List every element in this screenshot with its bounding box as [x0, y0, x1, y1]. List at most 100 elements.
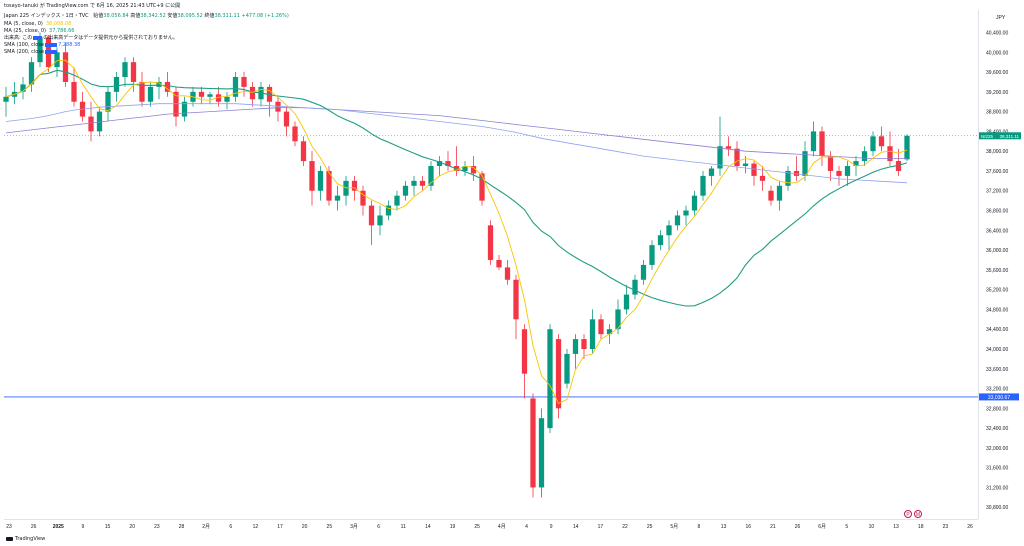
date-tick-label: 5 — [845, 524, 848, 530]
sma100-line — [5, 103, 908, 184]
indicator-sma100[interactable]: SMA (100, close 7,288.38 — [4, 42, 80, 49]
candle-body — [521, 329, 528, 374]
indicator-volume[interactable]: 出来高: この の出来高データはデータ提供元から提供されておりません。 — [4, 35, 178, 42]
price-tick-label: 35,600.00 — [986, 268, 1008, 274]
date-tick-label: 26 — [31, 524, 37, 530]
currency-label[interactable]: JPY — [996, 15, 1006, 21]
indicator-ma25[interactable]: MA (25, close, 0) 37,786.66 — [4, 28, 74, 35]
date-tick-label: 28 — [179, 524, 185, 530]
badge-m[interactable]: M — [914, 510, 922, 518]
candle-body — [572, 339, 579, 354]
candle-body — [504, 267, 511, 280]
candle-body — [530, 398, 536, 488]
candle-body — [173, 91, 179, 117]
indicator-ma5[interactable]: MA (5, close, 0) 38,008.08 — [4, 21, 71, 28]
current-symbol-label: NI225 — [981, 134, 994, 139]
price-tick-label: 31,600.00 — [986, 466, 1008, 472]
date-tick-label: 17 — [277, 524, 283, 530]
date-tick-label: 13 — [893, 524, 899, 530]
candle-body — [385, 205, 392, 216]
candle-body — [819, 131, 825, 157]
date-tick-label: 5月 — [670, 524, 678, 530]
low-value: 38,095.52 — [177, 13, 203, 19]
candle-body — [351, 180, 358, 191]
high-value: 38,342.52 — [140, 13, 166, 19]
volume-highlight — [33, 35, 43, 40]
date-tick-label: 2月 — [202, 524, 210, 530]
price-tick-label: 33,600.00 — [986, 367, 1008, 373]
footer-brand: TradingView — [15, 536, 46, 542]
indicator-value: 37,786.66 — [49, 28, 75, 34]
date-tick-label: 20 — [129, 524, 135, 530]
date-tick-label: 20 — [302, 524, 308, 530]
current-price-tag — [979, 132, 1021, 140]
candle-body — [334, 195, 341, 201]
candle-body — [700, 175, 706, 196]
badge-p[interactable]: P — [904, 510, 912, 518]
date-tick-label: 4 — [525, 524, 528, 530]
candle-body — [538, 418, 545, 488]
date-tick-label: 18 — [918, 524, 924, 530]
candle-body — [657, 235, 664, 246]
candle-body — [275, 101, 281, 112]
date-tick-label: 25 — [474, 524, 480, 530]
price-tick-label: 37,200.00 — [986, 189, 1008, 195]
price-tick-label: 37,600.00 — [986, 169, 1008, 175]
candle-body — [640, 264, 647, 280]
candle-body — [759, 175, 766, 181]
candle-body — [487, 225, 494, 260]
open-value: 38,056.84 — [103, 13, 129, 19]
candle-body — [725, 146, 732, 149]
candle-body — [232, 77, 239, 97]
ma5-line — [5, 59, 908, 404]
hline-price-tag — [979, 393, 1019, 401]
candle-body — [428, 166, 434, 186]
candle-body — [309, 161, 315, 191]
price-tick-label: 36,800.00 — [986, 209, 1008, 215]
price-tick-label: 30,800.00 — [986, 505, 1008, 511]
candle-body — [878, 136, 885, 147]
indicator-label: MA (5, close, 0) — [4, 21, 43, 27]
candle-body — [156, 81, 162, 87]
candle-body — [54, 52, 60, 68]
indicator-sma200[interactable]: SMA (200, close — [4, 49, 58, 56]
candle-body — [368, 205, 375, 226]
indicator-value: 38,008.08 — [45, 21, 72, 27]
candle-body — [377, 215, 383, 226]
candle-body — [615, 309, 621, 330]
date-tick-label: 17 — [598, 524, 604, 530]
symbol-title[interactable]: Japan 225 インデックス・1日・TVC — [4, 13, 89, 19]
date-tick-label: 25 — [647, 524, 653, 530]
candle-body — [666, 225, 672, 236]
candle-body — [470, 166, 477, 174]
date-tick-label: 15 — [105, 524, 111, 530]
tradingview-footer[interactable]: TradingView — [6, 536, 45, 542]
candle-body — [139, 81, 145, 102]
price-tick-label: 32,000.00 — [986, 446, 1008, 452]
candle-body — [836, 170, 842, 176]
publish-text: tosayo-tanuki が TradingView.com で 6月 16,… — [4, 3, 181, 9]
candle-body — [113, 77, 120, 92]
date-tick-label: 21 — [770, 524, 776, 530]
candle-body — [317, 170, 324, 191]
candle-body — [215, 94, 222, 102]
candle-body — [802, 151, 808, 176]
date-tick-label: 14 — [425, 524, 431, 530]
candle-body — [776, 185, 783, 201]
candle-body — [649, 245, 655, 265]
candle-body — [581, 339, 587, 349]
candle-body — [674, 215, 681, 226]
candle-body — [751, 163, 757, 176]
candle-body — [479, 173, 485, 201]
hline-price-label: 33,030.67 — [988, 395, 1010, 401]
candle-body — [300, 141, 307, 162]
candle-body — [793, 170, 800, 176]
tradingview-logo-icon — [6, 536, 13, 541]
candle-body — [564, 353, 570, 384]
ma25-line — [5, 69, 908, 307]
candle-body — [241, 77, 247, 87]
current-price-label: 38,311.11 — [1000, 134, 1020, 139]
sma200-line — [5, 107, 907, 159]
candle-body — [691, 195, 698, 211]
